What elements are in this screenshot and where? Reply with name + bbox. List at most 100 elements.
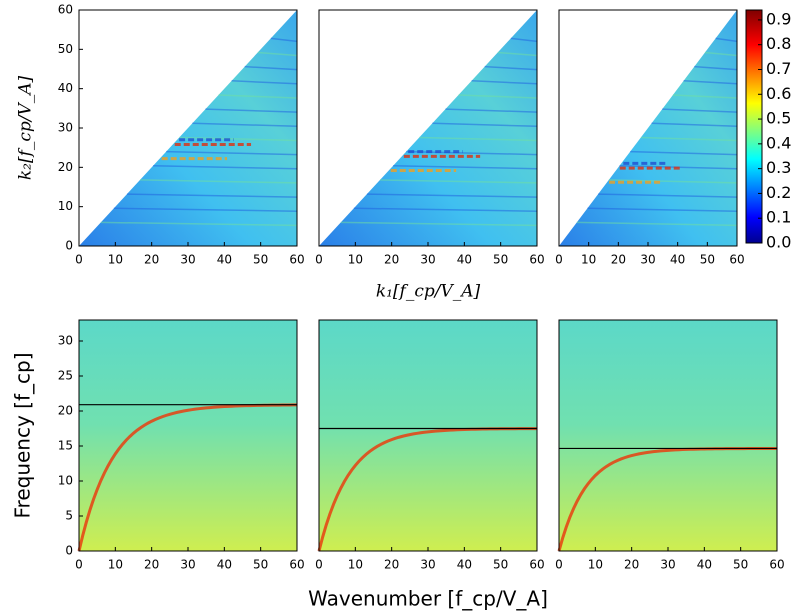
heatmap-streak: [587, 207, 738, 212]
y-tick-label: 40: [58, 81, 73, 95]
x-tick-label: 20: [611, 253, 626, 267]
heatmap-streak: [419, 136, 538, 142]
heatmap-streak: [510, 37, 538, 43]
y-tick-label: 60: [58, 3, 73, 17]
y-tick-label: 10: [58, 199, 73, 213]
x-tick-label: 30: [180, 253, 195, 267]
x-tick-label: 30: [420, 253, 435, 267]
x-tick-label: 50: [493, 253, 508, 267]
heatmap-streak: [153, 165, 298, 170]
x-tick-label: 30: [180, 558, 195, 572]
heatmap-streak: [640, 136, 738, 142]
colorbar-tick-label: 0.8: [766, 34, 791, 53]
x-tick-label: 10: [588, 558, 603, 572]
colorbar-tick-label: 0.6: [766, 84, 791, 103]
y-tick-label: 30: [58, 121, 73, 135]
x-tick-label: 10: [108, 558, 123, 572]
x-tick-label: 60: [529, 558, 544, 572]
x-tick-label: 30: [660, 558, 675, 572]
heatmap-streak: [662, 108, 738, 113]
heatmap-streak: [126, 193, 298, 198]
x-tick-label: 50: [253, 253, 268, 267]
x-tick-label: 30: [420, 558, 435, 572]
x-tick-label: 60: [769, 558, 784, 572]
heatmap-streak: [694, 65, 738, 71]
y-tick-label: 20: [58, 160, 73, 174]
y-tick-label: 30: [58, 334, 73, 348]
colorbar-tick-label: 0.1: [766, 208, 791, 227]
heatmap-streak: [432, 122, 538, 128]
colorbar-tick-label: 0.0: [766, 233, 791, 252]
x-tick-label: 10: [581, 253, 596, 267]
y-tick-label: 25: [58, 369, 73, 383]
heatmap-streak: [205, 108, 298, 113]
x-tick-label: 0: [315, 253, 323, 267]
heatmap-streak: [393, 165, 538, 170]
x-tick-label: 0: [555, 558, 563, 572]
x-tick-label: 60: [289, 253, 304, 267]
heatmap: [79, 320, 297, 551]
colorbar-tick-label: 0.4: [766, 133, 791, 152]
heatmap: [319, 10, 537, 246]
x-tick-label: 20: [624, 558, 639, 572]
heatmap-streak: [366, 193, 538, 198]
x-axis-label: k₁[f_cp/V_A]: [376, 282, 481, 302]
x-tick-label: 40: [670, 253, 685, 267]
heatmap-streak: [340, 221, 538, 227]
x-tick-label: 10: [348, 253, 363, 267]
heatmap-streak: [257, 51, 298, 57]
heatmap-streak: [471, 80, 538, 85]
x-tick-label: 0: [315, 558, 323, 572]
x-tick-label: 20: [144, 558, 159, 572]
heatmap-streak: [576, 221, 738, 227]
y-tick-label: 50: [58, 42, 73, 56]
x-tick-label: 60: [729, 253, 744, 267]
x-tick-label: 20: [384, 253, 399, 267]
heatmap: [559, 10, 737, 246]
colorbar: [745, 9, 763, 244]
x-tick-label: 40: [217, 253, 232, 267]
heatmap-streak: [179, 136, 298, 142]
x-tick-label: 10: [108, 253, 123, 267]
x-axis-label: Wavenumber [f_cp/V_A]: [308, 587, 548, 611]
colorbar-tick-label: 0.9: [766, 9, 791, 28]
x-tick-label: 0: [555, 253, 563, 267]
y-axis-label: k₂[f_cp/V_A]: [16, 75, 36, 180]
y-axis-label: Frequency [f_cp]: [11, 352, 35, 518]
heatmap-streak: [100, 221, 298, 227]
x-tick-label: 60: [529, 253, 544, 267]
heatmap: [559, 320, 777, 551]
x-tick-label: 50: [733, 558, 748, 572]
heatmap-streak: [598, 193, 738, 198]
x-tick-label: 40: [457, 558, 472, 572]
x-tick-label: 20: [144, 253, 159, 267]
y-tick-label: 0: [65, 239, 73, 253]
heatmap-streak: [484, 65, 538, 71]
y-tick-label: 0: [65, 544, 73, 558]
heatmap-streak: [270, 37, 298, 43]
heatmap-streak: [380, 179, 538, 184]
x-tick-label: 50: [493, 558, 508, 572]
x-tick-label: 40: [217, 558, 232, 572]
heatmap-streak: [445, 108, 538, 113]
heatmap: [319, 320, 537, 551]
heatmap: [79, 10, 297, 246]
x-tick-label: 40: [457, 253, 472, 267]
y-tick-label: 10: [58, 474, 73, 488]
x-tick-label: 60: [289, 558, 304, 572]
x-tick-label: 10: [348, 558, 363, 572]
colorbar-tick-label: 0.3: [766, 158, 791, 177]
y-tick-label: 20: [58, 404, 73, 418]
heatmap-streak: [704, 51, 738, 57]
heatmap-streak: [683, 80, 738, 85]
heatmap-streak: [715, 37, 738, 43]
heatmap-streak: [497, 51, 538, 57]
heatmap-streak: [651, 122, 738, 128]
heatmap-streak: [140, 179, 298, 184]
x-tick-label: 40: [697, 558, 712, 572]
dispersion-curve: [77, 403, 298, 552]
x-tick-label: 0: [75, 253, 83, 267]
x-tick-label: 20: [384, 558, 399, 572]
heatmap-streak: [608, 179, 738, 184]
